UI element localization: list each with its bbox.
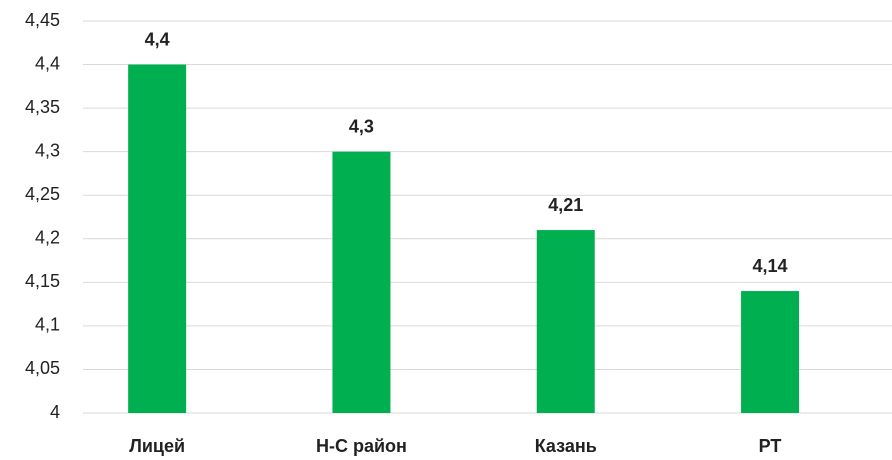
bar [128, 64, 187, 414]
data-label: 4,3 [349, 116, 374, 136]
data-label: 4,21 [548, 195, 583, 215]
y-tick-label: 4,25 [25, 184, 60, 204]
bar [741, 291, 800, 413]
y-tick-label: 4,15 [25, 271, 60, 291]
x-tick-label: Лицей [129, 436, 185, 456]
bar [536, 230, 595, 413]
y-tick-label: 4,1 [35, 315, 60, 335]
bar [332, 151, 391, 413]
data-label: 4,14 [753, 256, 788, 276]
y-tick-label: 4,3 [35, 140, 60, 160]
y-tick-label: 4,35 [25, 97, 60, 117]
y-tick-label: 4,2 [35, 228, 60, 248]
y-tick-label: 4,4 [35, 53, 60, 73]
x-tick-label: Казань [535, 436, 597, 456]
y-tick-label: 4,45 [25, 10, 60, 30]
y-tick-label: 4,05 [25, 358, 60, 378]
x-tick-label: Н-С район [316, 436, 407, 456]
data-label: 4,4 [145, 29, 170, 49]
x-tick-label: РТ [759, 436, 782, 456]
y-tick-label: 4 [50, 402, 60, 422]
